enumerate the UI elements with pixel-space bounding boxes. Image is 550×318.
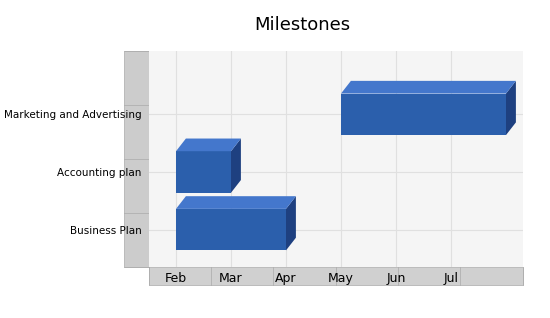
Polygon shape [341, 93, 506, 135]
Polygon shape [124, 51, 148, 267]
Polygon shape [341, 81, 516, 93]
Polygon shape [506, 81, 516, 135]
Polygon shape [231, 139, 241, 193]
Polygon shape [176, 209, 286, 250]
Polygon shape [176, 139, 241, 151]
Text: Milestones: Milestones [255, 16, 350, 34]
Polygon shape [286, 196, 296, 250]
Polygon shape [176, 196, 296, 209]
Polygon shape [176, 151, 231, 193]
Polygon shape [148, 267, 522, 285]
